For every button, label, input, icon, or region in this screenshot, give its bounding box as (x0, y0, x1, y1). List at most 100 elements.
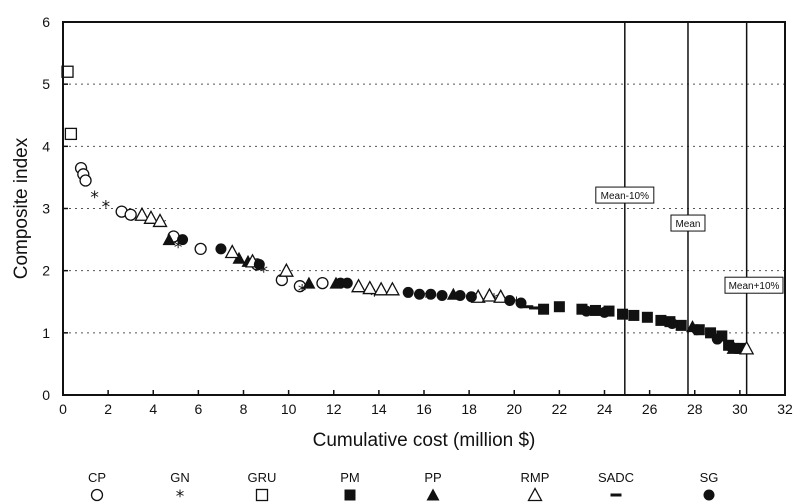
data-point (628, 309, 640, 321)
x-tick-label: 12 (326, 401, 342, 417)
data-point (341, 277, 353, 289)
x-tick-label: 30 (732, 401, 748, 417)
legend-item-cp: CP (88, 470, 106, 502)
data-point (589, 304, 601, 316)
data-point (481, 287, 498, 302)
series-sg (177, 234, 744, 354)
data-point (384, 281, 401, 296)
data-point: * (260, 263, 269, 283)
legend-item-gn: GN * (170, 470, 190, 502)
legend-marker (90, 488, 104, 502)
reference-label-box (724, 276, 784, 294)
legend-label: SG (700, 470, 719, 485)
x-tick-label: 16 (416, 401, 432, 417)
series-rmp (134, 206, 755, 355)
x-tick-label: 14 (371, 401, 387, 417)
data-point (465, 291, 477, 303)
data-point (224, 244, 240, 259)
data-point (454, 290, 466, 302)
x-tick-label: 8 (240, 401, 248, 417)
data-points: ********** (61, 65, 755, 355)
data-point (705, 327, 717, 339)
x-tick-label: 2 (104, 401, 112, 417)
series-sadc (522, 305, 547, 310)
data-point (655, 314, 667, 326)
y-axis-title: Composite index (11, 137, 32, 279)
data-point (641, 311, 653, 323)
data-point (413, 288, 425, 300)
data-point (666, 318, 678, 330)
legend-marker (344, 489, 356, 501)
legend-marker (426, 488, 440, 501)
y-tick-label: 3 (42, 201, 50, 217)
y-tick-label: 4 (42, 138, 50, 154)
y-tick-label: 5 (42, 76, 50, 92)
data-point (302, 276, 316, 289)
y-tick-label: 0 (42, 387, 50, 403)
data-point (152, 213, 168, 228)
data-point (134, 206, 150, 221)
data-point (691, 324, 703, 336)
reference-lines: Mean-10% Mean Mean+10% (595, 22, 784, 395)
data-point (402, 286, 414, 298)
data-point (194, 242, 207, 256)
data-point (535, 306, 547, 310)
legend-label: CP (88, 470, 106, 485)
x-tick-label: 28 (687, 401, 703, 417)
legend-item-gru: GRU (248, 470, 277, 502)
data-point (350, 278, 367, 293)
x-tick-label: 26 (642, 401, 658, 417)
data-point (215, 243, 227, 255)
legend-label: RMP (521, 470, 550, 485)
data-point (278, 262, 294, 277)
data-point (425, 288, 437, 300)
legend-marker (610, 493, 622, 497)
legend: CP GN * GRU PM PP RMP SADC SG (88, 470, 718, 502)
reference-label-box (670, 214, 706, 232)
reference-label: Mean-10% (601, 191, 649, 202)
data-point (143, 209, 159, 224)
data-point (162, 233, 176, 246)
data-point (617, 308, 629, 320)
data-point (436, 290, 448, 302)
data-point (79, 174, 92, 187)
data-point: * (102, 197, 111, 217)
x-tick-label: 4 (149, 401, 157, 417)
legend-label: PM (340, 470, 360, 485)
data-point (522, 305, 534, 309)
data-point (64, 127, 78, 141)
data-point (739, 340, 755, 355)
data-point (362, 280, 378, 295)
data-point (177, 234, 189, 246)
data-point (493, 288, 509, 303)
legend-label: PP (424, 470, 441, 485)
legend-item-rmp: RMP (521, 470, 550, 502)
legend-marker (255, 488, 269, 502)
legend-item-sg: SG (700, 470, 719, 501)
legend-label: GRU (248, 470, 277, 485)
data-point (124, 208, 137, 221)
data-point: * (370, 286, 379, 306)
x-tick-label: 32 (777, 401, 793, 417)
data-point (504, 295, 516, 307)
x-tick-label: 22 (552, 401, 568, 417)
data-point (580, 305, 592, 317)
data-point (599, 306, 610, 318)
legend-marker (703, 489, 715, 501)
x-axis-title: Cumulative cost (million $) (313, 430, 536, 451)
x-tick-label: 10 (281, 401, 297, 417)
y-tick-label: 2 (42, 263, 50, 279)
data-point (732, 342, 744, 354)
data-point (316, 276, 329, 290)
data-point (253, 258, 265, 270)
data-point: * (298, 281, 307, 301)
data-point (515, 297, 527, 309)
data-point (553, 301, 565, 313)
x-tick-label: 20 (506, 401, 522, 417)
x-tick-label: 0 (59, 401, 67, 417)
y-tick-label: 1 (42, 325, 50, 341)
x-tick-label: 18 (461, 401, 477, 417)
